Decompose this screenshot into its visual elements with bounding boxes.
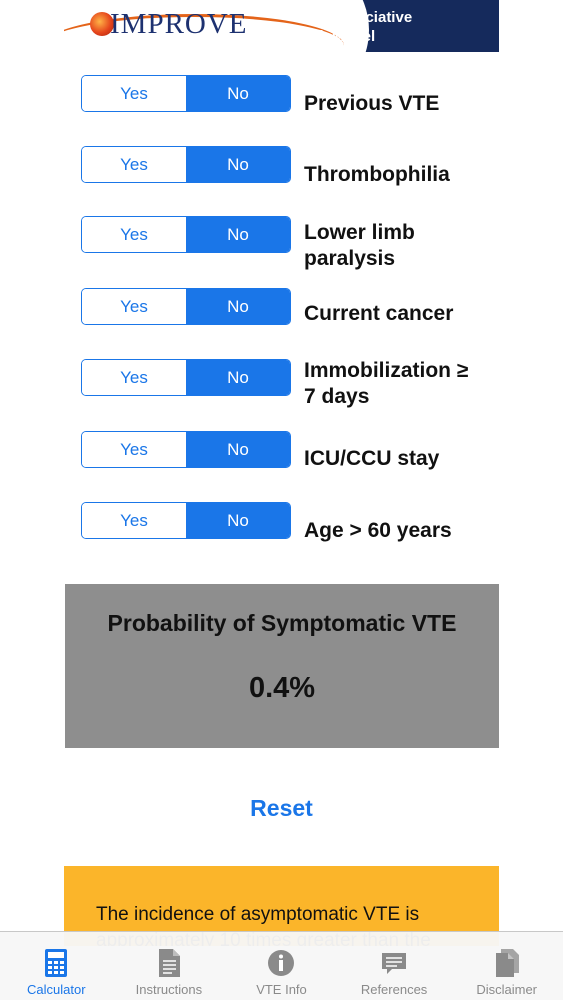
factor-label: Lower limb paralysis — [304, 221, 415, 270]
yes-no-toggle[interactable]: Yes No — [81, 502, 291, 539]
no-option[interactable]: No — [186, 289, 290, 324]
yes-option[interactable]: Yes — [82, 147, 186, 182]
tab-bar: Calculator Instructions VTE Info Referen… — [0, 931, 563, 1000]
app-header: IMPROVE VTE Associative Risk Model — [64, 0, 499, 52]
tab-label: Instructions — [135, 982, 203, 997]
yes-option[interactable]: Yes — [82, 76, 186, 111]
factor-label: Age > 60 years — [304, 519, 452, 542]
document-icon — [158, 949, 180, 977]
yes-no-toggle[interactable]: Yes No — [81, 431, 291, 468]
factor-label: Current cancer — [304, 302, 454, 325]
result-title: Probability of Symptomatic VTE — [107, 610, 457, 636]
header-title: VTE Associative Risk Model — [296, 8, 486, 46]
yes-option[interactable]: Yes — [82, 432, 186, 467]
yes-no-toggle[interactable]: Yes No — [81, 146, 291, 183]
yes-no-toggle[interactable]: Yes No — [81, 75, 291, 112]
copy-document-icon — [495, 949, 519, 977]
no-option[interactable]: No — [186, 503, 290, 538]
logo-text: IMPROVE — [110, 8, 248, 40]
tab-label: Calculator — [27, 982, 86, 997]
yes-option[interactable]: Yes — [82, 217, 186, 252]
info-icon — [268, 950, 295, 976]
logo-swoosh — [64, 14, 344, 52]
tab-calculator[interactable]: Calculator — [0, 932, 113, 1000]
header-title-line2: Risk Model — [296, 28, 376, 45]
no-option[interactable]: No — [186, 360, 290, 395]
no-option[interactable]: No — [186, 217, 290, 252]
yes-no-toggle[interactable]: Yes No — [81, 216, 291, 253]
factor-label: Immobilization ≥ 7 days — [304, 359, 469, 408]
reset-button[interactable]: Reset — [250, 795, 313, 821]
header-title-line1: VTE Associative — [296, 9, 413, 26]
no-option[interactable]: No — [186, 432, 290, 467]
factor-label: Thrombophilia — [304, 163, 450, 186]
yes-option[interactable]: Yes — [82, 360, 186, 395]
result-value: 0.4% — [248, 672, 316, 704]
yes-no-toggle[interactable]: Yes No — [81, 359, 291, 396]
factor-label: ICU/CCU stay — [304, 447, 440, 470]
tab-disclaimer[interactable]: Disclaimer — [450, 932, 563, 1000]
no-option[interactable]: No — [186, 76, 290, 111]
logo-globe-icon — [90, 12, 114, 36]
tab-label: VTE Info — [256, 982, 307, 997]
tab-label: References — [360, 982, 428, 997]
tab-vte-info[interactable]: VTE Info — [225, 932, 338, 1000]
no-option[interactable]: No — [186, 147, 290, 182]
tab-instructions[interactable]: Instructions — [113, 932, 226, 1000]
chat-bubble-icon — [382, 953, 407, 974]
yes-no-toggle[interactable]: Yes No — [81, 288, 291, 325]
probability-result-panel: Probability of Symptomatic VTE 0.4% — [65, 584, 499, 748]
tab-references[interactable]: References — [338, 932, 451, 1000]
tab-label: Disclaimer — [476, 982, 537, 997]
yes-option[interactable]: Yes — [82, 503, 186, 538]
factor-label: Previous VTE — [304, 92, 440, 115]
calculator-icon — [45, 949, 68, 977]
yes-option[interactable]: Yes — [82, 289, 186, 324]
